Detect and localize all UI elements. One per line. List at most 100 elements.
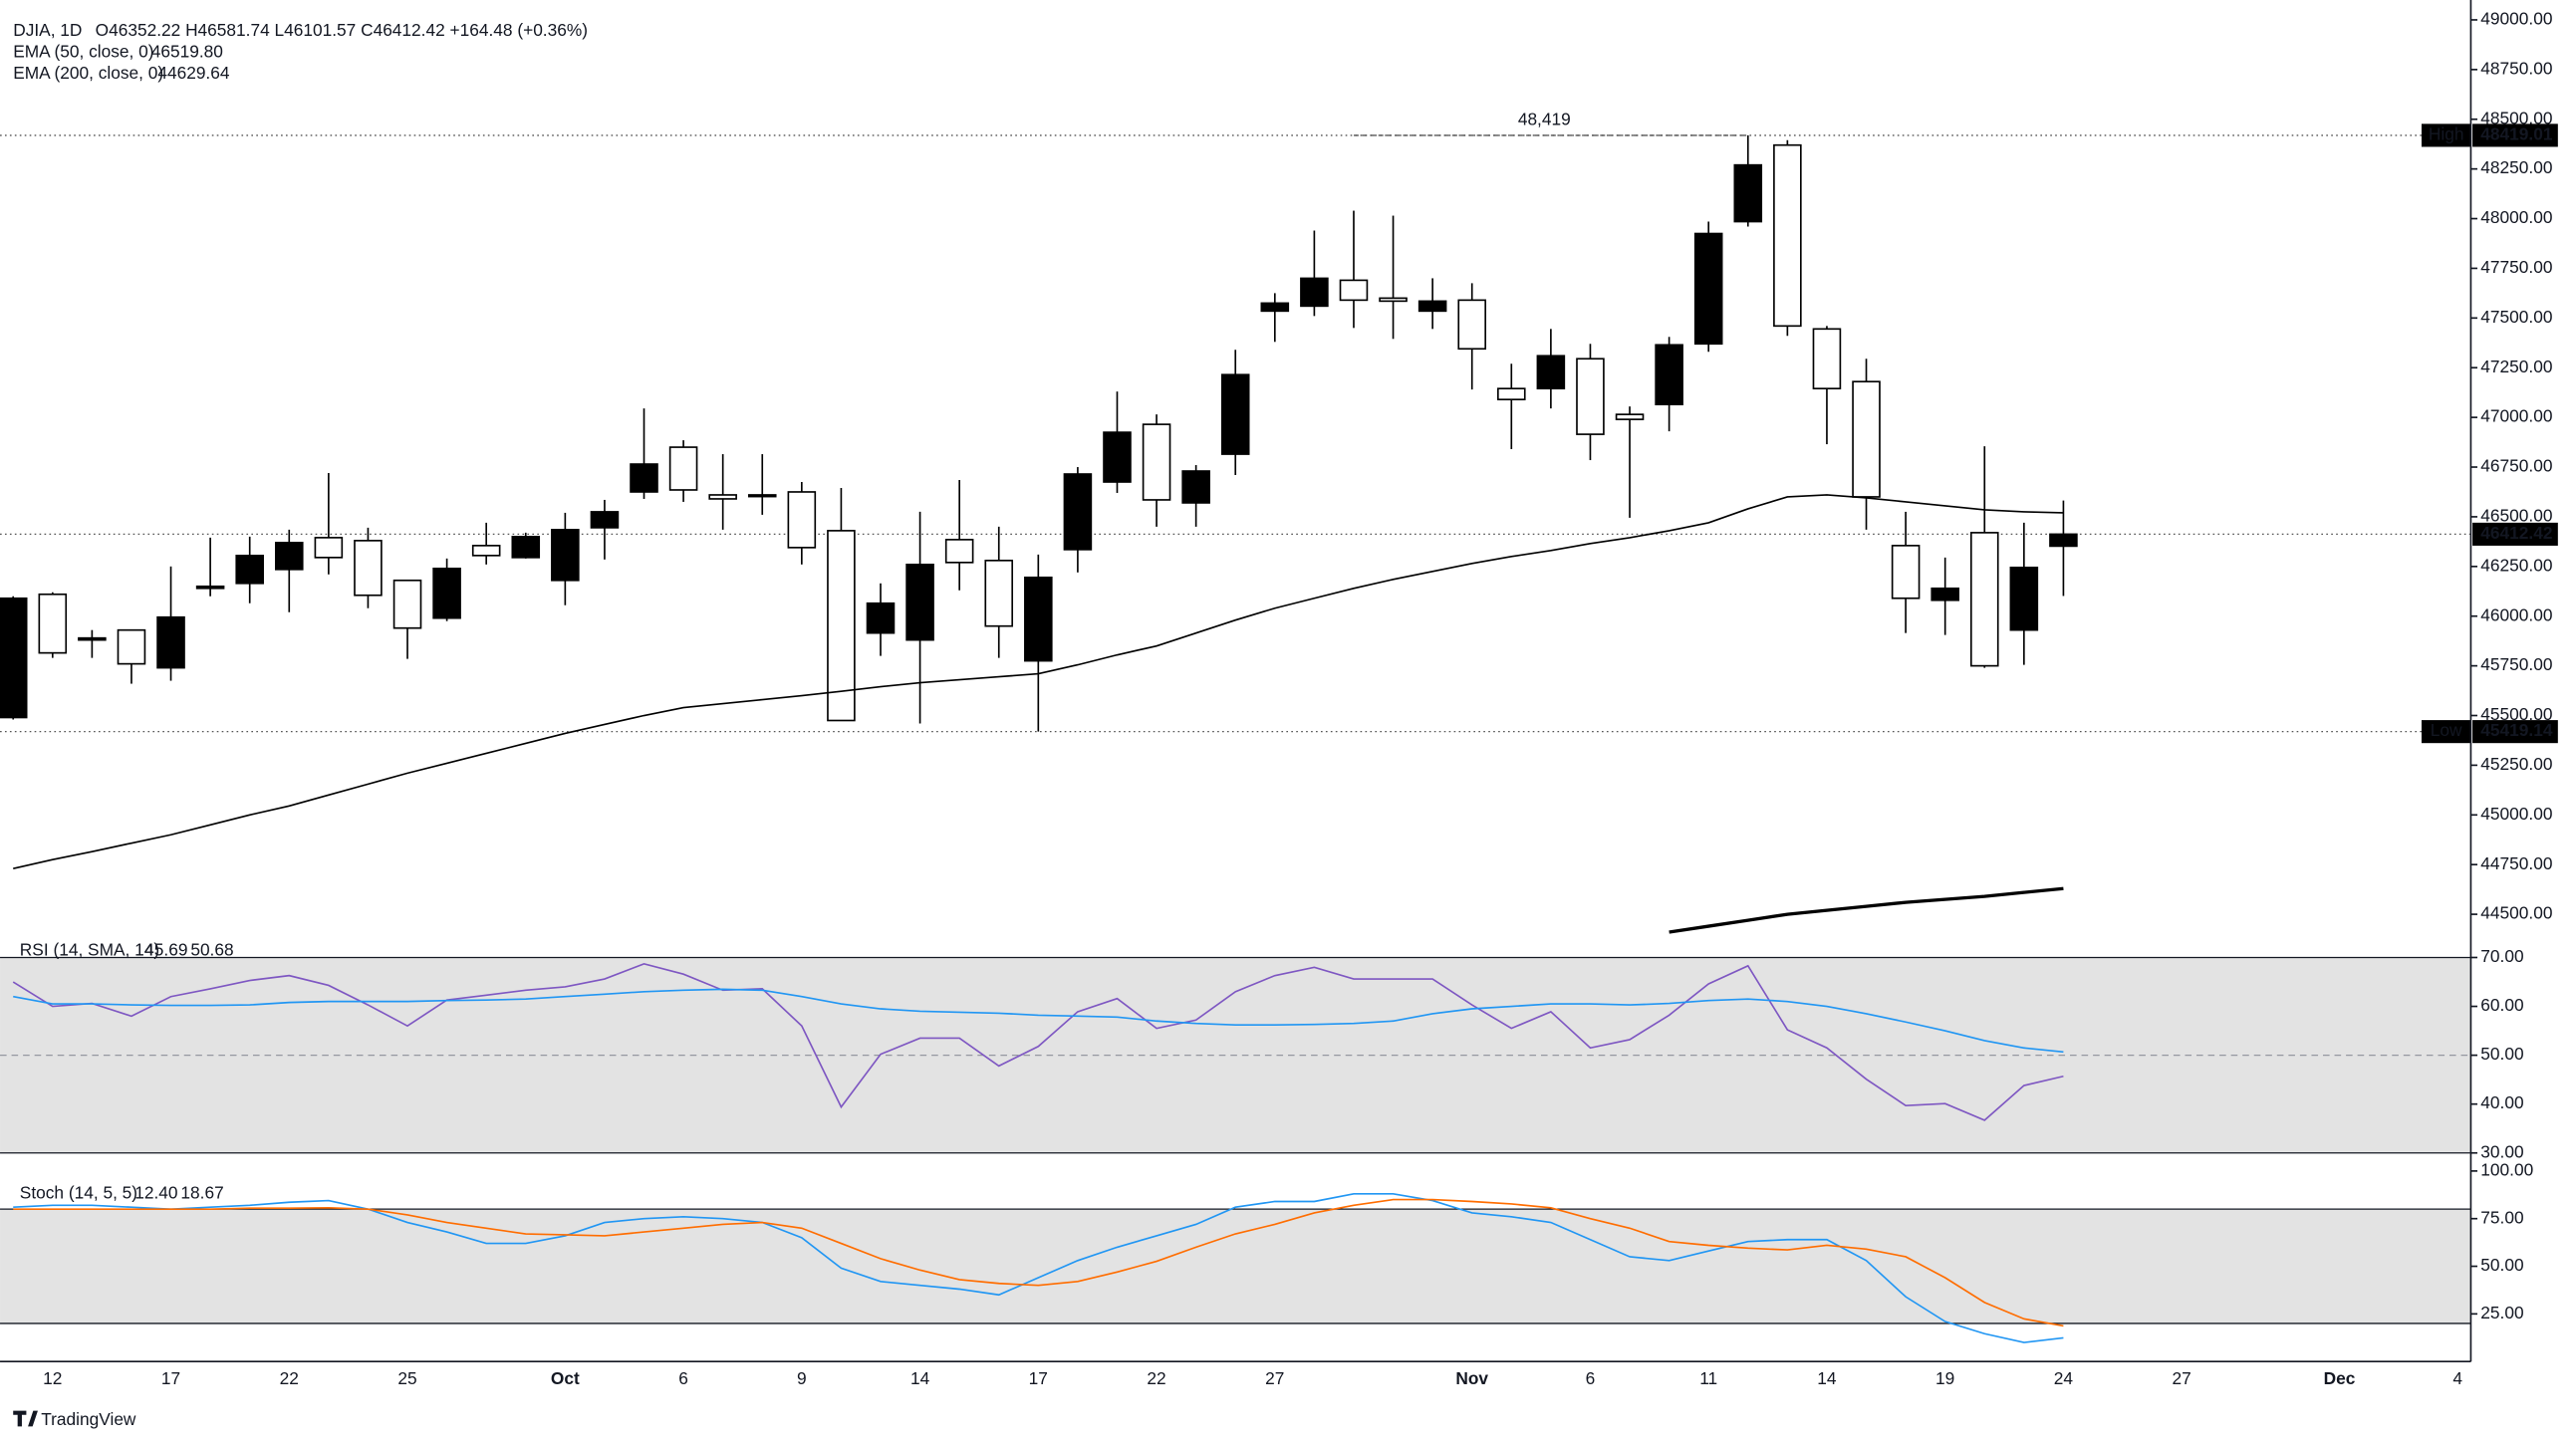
price-badge: 48419.01 [2480, 123, 2553, 143]
y-tick-label: 45250.00 [2480, 754, 2552, 774]
candle-body [1812, 328, 1842, 390]
indicator-line [13, 1193, 2064, 1343]
rsi-legend-value: 45.69 [144, 939, 187, 959]
candle-body [1497, 387, 1526, 400]
candle-body [1576, 358, 1605, 435]
x-tick-label: 6 [678, 1368, 688, 1388]
badge-label: Low [2431, 720, 2462, 740]
x-tick-label: 12 [43, 1368, 62, 1388]
candle-body [944, 539, 974, 564]
x-tick-label: 19 [1935, 1368, 1954, 1388]
logo-mark [13, 1410, 38, 1427]
candle-body [1300, 277, 1329, 308]
indicator-line [1669, 886, 2064, 934]
candle-body [1379, 297, 1408, 303]
rsi-sma-legend-value: 50.68 [190, 939, 233, 959]
symbol-title: DJIA, 1D [13, 20, 82, 40]
indicator-line [12, 963, 2064, 1121]
candle-body [1969, 532, 1999, 667]
candle-body [1260, 302, 1290, 313]
y-tick-label: 46750.00 [2480, 456, 2552, 476]
stoch-k-legend-value: 12.40 [134, 1183, 177, 1203]
candle-body [1024, 576, 1053, 662]
candle-body [787, 491, 817, 549]
candle-body [1615, 413, 1645, 420]
price-badge-bg [2472, 720, 2558, 744]
y-tick-label: 45500.00 [2480, 704, 2552, 724]
indicator-line [13, 1198, 2064, 1327]
candle-body [1339, 279, 1369, 302]
indicator-line [13, 494, 2064, 869]
x-tick-label: 17 [1029, 1368, 1048, 1388]
candle-body [1457, 299, 1486, 351]
candle-body [195, 585, 225, 590]
badge-label: High [2429, 123, 2464, 143]
x-tick-label: 27 [1265, 1368, 1284, 1388]
candle-body [668, 446, 698, 491]
candle-body [1891, 545, 1921, 600]
legend-ema50-value: 46519.80 [151, 41, 223, 61]
y-tick-label: 30.00 [2480, 1141, 2523, 1161]
y-tick-label: 45000.00 [2480, 804, 2552, 824]
candle-body [1655, 344, 1683, 405]
badge-label-bg [2421, 720, 2471, 744]
x-tick-label: 27 [2173, 1368, 2191, 1388]
candle-body [0, 597, 28, 719]
y-tick-label: 46250.00 [2480, 555, 2552, 575]
y-tick-label: 48500.00 [2480, 108, 2552, 127]
y-tick-label: 50.00 [2480, 1044, 2523, 1064]
candle-body [1931, 587, 1959, 601]
candle-body [708, 494, 737, 500]
stoch-legend: Stoch (14, 5, 5) [20, 1183, 137, 1203]
candle-body [1693, 232, 1723, 346]
stoch-d-legend-value: 18.67 [180, 1183, 223, 1203]
x-tick-label: 14 [1817, 1368, 1837, 1388]
y-tick-label: 45750.00 [2480, 654, 2552, 674]
y-tick-label: 47000.00 [2480, 406, 2552, 426]
candle-body [354, 540, 383, 597]
price-badge-bg [2472, 123, 2558, 147]
candle-body [590, 511, 620, 529]
candle-body [1417, 300, 1447, 313]
candle-body [314, 537, 344, 559]
x-tick-label: 11 [1699, 1368, 1717, 1388]
x-tick-label: 4 [2452, 1368, 2462, 1388]
brand-logo[interactable]: TradingView [13, 1409, 136, 1429]
y-tick-label: 49000.00 [2480, 9, 2552, 29]
y-tick-label: 70.00 [2480, 946, 2523, 966]
candle-body [2049, 533, 2078, 548]
candle-body [1733, 163, 1763, 223]
price-badge-bg [2472, 522, 2558, 546]
indicator-line [13, 988, 2064, 1054]
plot-layer: 44500.00 44750.00 45000.00 45250.00 45500.00… [0, 9, 2558, 1388]
x-tick-label: Oct [551, 1368, 580, 1388]
price-badge: 45419.14 [2480, 720, 2553, 740]
y-tick-label: 46500.00 [2480, 505, 2552, 525]
candle-body [117, 628, 146, 665]
candle-body [275, 542, 304, 571]
candle-body [1181, 470, 1210, 504]
x-tick-label: 24 [2054, 1368, 2074, 1388]
legend-ema200-value: 44629.64 [157, 63, 230, 83]
candle-body [471, 545, 501, 557]
y-tick-label: 60.00 [2480, 995, 2523, 1015]
candle-body [747, 494, 777, 498]
annotation-label: 48,419 [1518, 110, 1571, 129]
candle-body [1852, 380, 1881, 498]
x-tick-label: 9 [797, 1368, 807, 1388]
candle-body [38, 593, 68, 654]
candle-body [1063, 473, 1093, 551]
candle-body [630, 463, 658, 493]
candle-body [235, 555, 264, 585]
y-tick-label: 40.00 [2480, 1092, 2523, 1112]
x-tick-label: 6 [1586, 1368, 1596, 1388]
quote: O46352.22 H46581.74 L46101.57 C46412.42 … [96, 20, 588, 40]
x-tick-label: 14 [910, 1368, 930, 1388]
y-tick-label: 48750.00 [2480, 58, 2552, 78]
y-tick-label: 48250.00 [2480, 157, 2552, 177]
y-tick-label: 46000.00 [2480, 604, 2552, 624]
candle-body [432, 567, 461, 619]
candle-body [78, 636, 107, 641]
brand[interactable]: TradingView [41, 1409, 136, 1429]
